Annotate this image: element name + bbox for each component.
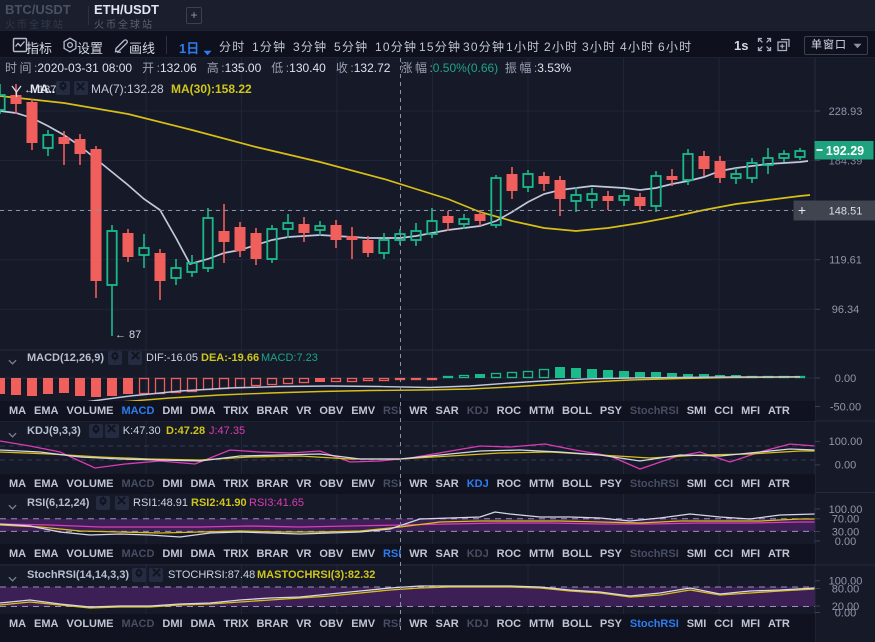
svg-text:100.00: 100.00 xyxy=(829,576,863,588)
svg-text:← 87: ← 87 xyxy=(115,329,141,341)
svg-text:70.00: 70.00 xyxy=(832,514,860,526)
svg-text:192.29: 192.29 xyxy=(826,144,864,158)
svg-text:100.00: 100.00 xyxy=(829,436,863,448)
svg-text:0.00: 0.00 xyxy=(835,373,856,385)
svg-text:100.00: 100.00 xyxy=(829,504,863,516)
svg-text:-50.00: -50.00 xyxy=(830,401,861,413)
svg-text:← 187.8: ← 187.8 xyxy=(24,84,66,96)
svg-text:+: + xyxy=(798,202,806,218)
svg-text:228.93: 228.93 xyxy=(829,106,863,118)
svg-text:20.00: 20.00 xyxy=(832,601,860,613)
svg-text:119.61: 119.61 xyxy=(829,255,862,267)
svg-text:96.34: 96.34 xyxy=(832,304,860,316)
svg-text:0.00: 0.00 xyxy=(835,460,856,472)
svg-text:30.00: 30.00 xyxy=(832,526,860,538)
svg-text:0.00: 0.00 xyxy=(835,536,856,548)
svg-text:80.00: 80.00 xyxy=(832,583,860,595)
svg-text:148.51: 148.51 xyxy=(829,205,863,217)
svg-text:0.00: 0.00 xyxy=(835,607,856,619)
